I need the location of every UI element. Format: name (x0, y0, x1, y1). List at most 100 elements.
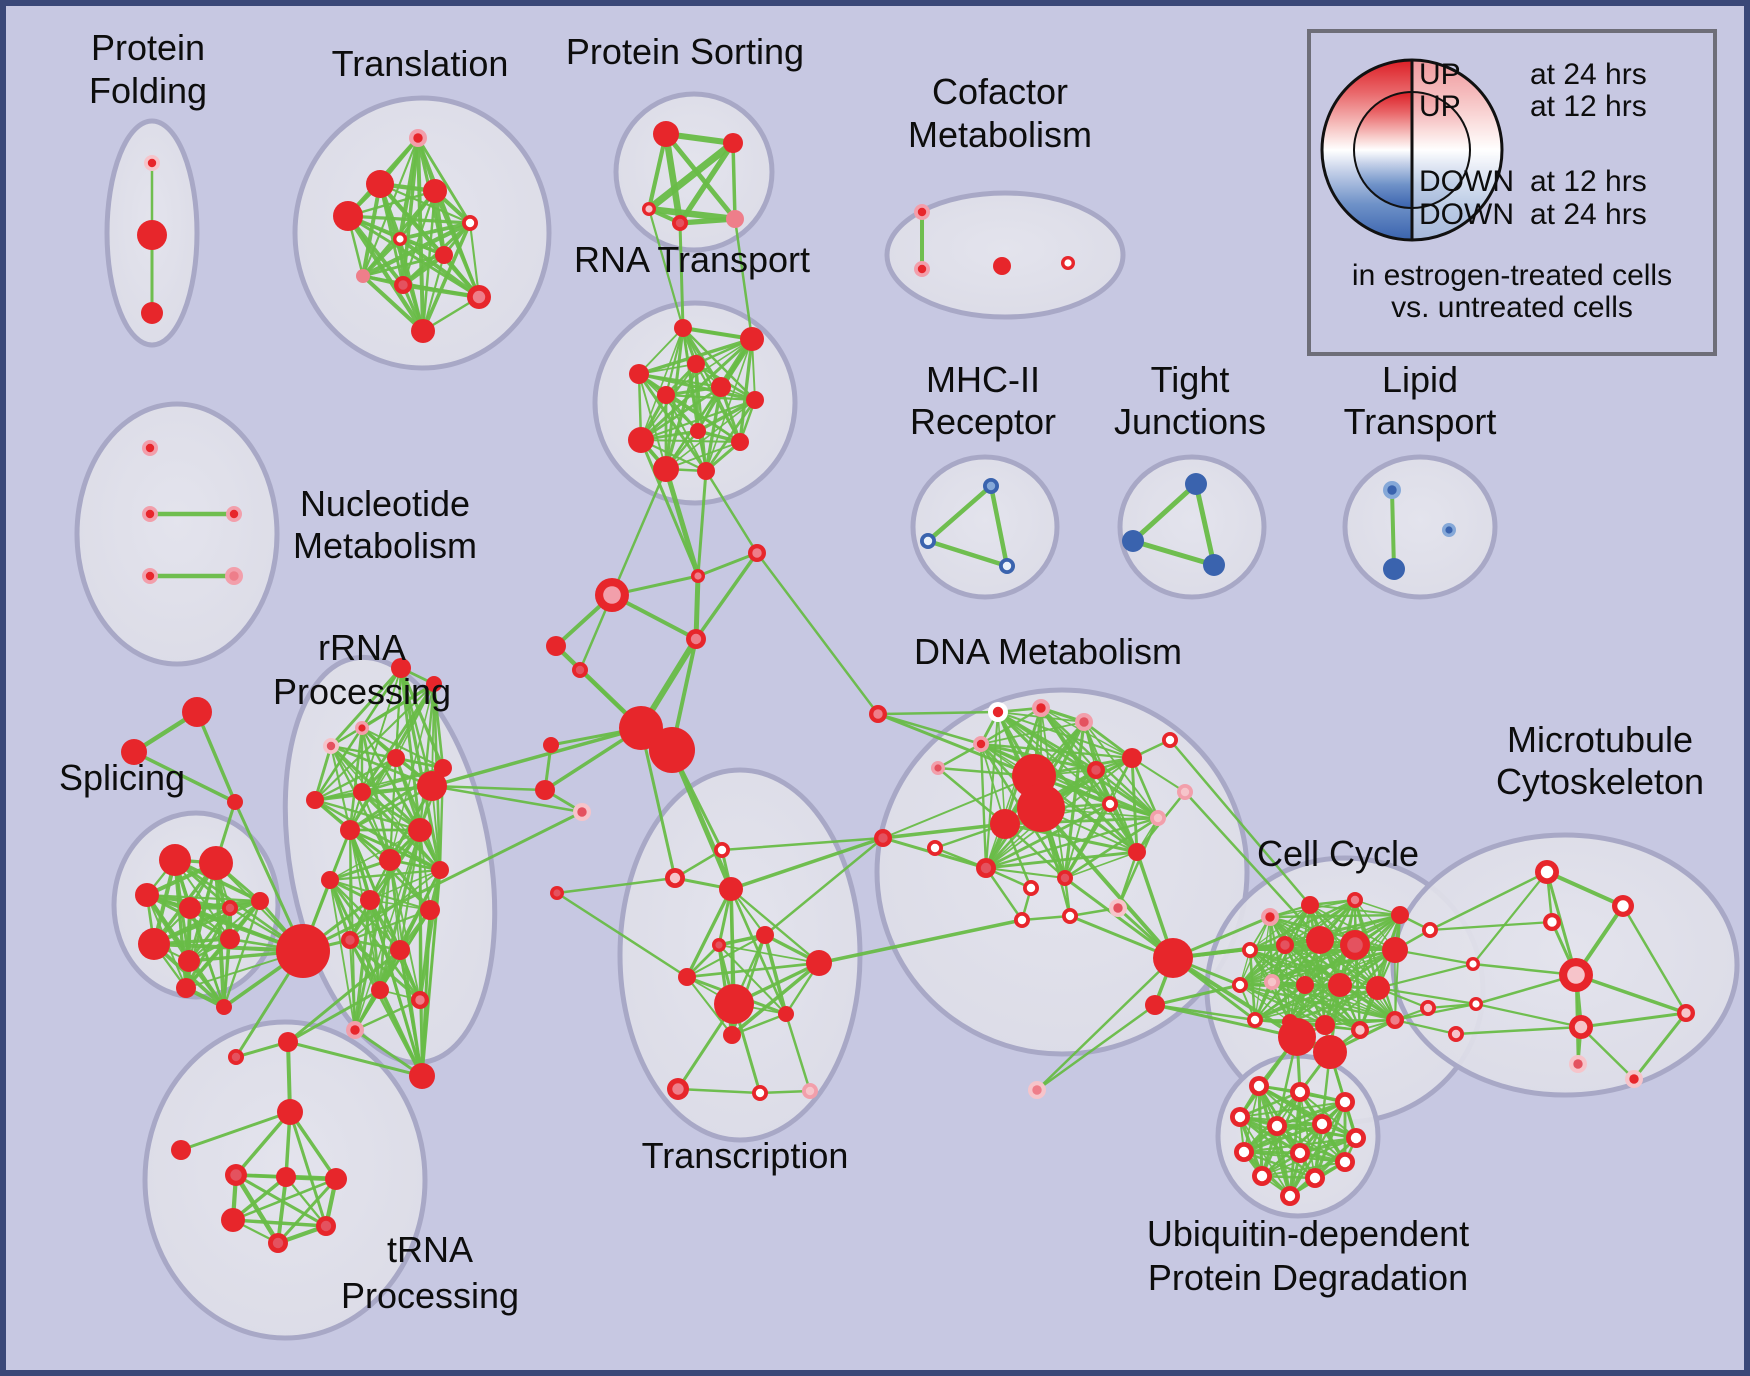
network-node-core-TC11 (672, 1083, 684, 1095)
network-node-core-CC4 (1245, 945, 1255, 955)
legend-caption-line2: vs. untreated cells (1391, 291, 1633, 324)
network-edge (1153, 1003, 1299, 1039)
network-edge (1238, 1090, 1302, 1119)
network-edge (369, 899, 431, 911)
network-edge (1035, 1003, 1157, 1092)
legend-faded-half (1412, 60, 1502, 240)
network-edge (430, 784, 547, 792)
network-edge (936, 742, 983, 770)
network-edge (1376, 962, 1475, 990)
cluster-label-lipid-transport-line1: Lipid (1382, 359, 1458, 400)
network-edge (1239, 984, 1291, 1023)
network-node-core-CM3 (1064, 259, 1072, 267)
network-edge (1393, 1002, 1478, 1022)
network-edge (669, 747, 734, 892)
network-edge (645, 205, 739, 223)
network-node-core-D13 (980, 862, 992, 874)
network-node-core-C0 (878, 833, 888, 843)
network-node-core-D12 (930, 843, 940, 853)
network-edge (1109, 803, 1159, 819)
network-edge (389, 859, 421, 1001)
network-edge (729, 836, 885, 891)
network-edge (231, 1177, 338, 1222)
network-node-R8 (306, 791, 324, 809)
network-node-D5 (1122, 748, 1142, 768)
network-edge (313, 756, 398, 802)
network-node-core-U10 (1256, 1170, 1268, 1182)
network-edge (276, 1175, 288, 1245)
network-edge (704, 398, 757, 473)
network-node-D8 (990, 809, 1020, 839)
cluster-bubble-mhc-ii-receptor (910, 454, 1060, 600)
network-edge (738, 337, 754, 444)
network-edge (984, 866, 1024, 922)
network-node-F0 (182, 697, 212, 727)
network-edge (639, 438, 700, 578)
network-edge (979, 742, 1160, 820)
network-edge (647, 207, 685, 330)
network-node-T2 (423, 179, 447, 203)
network-edge (233, 1172, 281, 1246)
network-node-CC12 (1328, 973, 1352, 997)
network-edge (677, 140, 736, 226)
network-edge (1003, 822, 1139, 854)
network-edge (179, 1110, 292, 1152)
network-node-PS1 (723, 133, 743, 153)
network-edge (328, 878, 432, 912)
network-node-core-T4 (465, 218, 475, 228)
network-edge (704, 385, 723, 473)
network-node-R1 (426, 676, 442, 692)
network-edge (784, 1012, 812, 1093)
network-node-core-D4 (934, 764, 942, 772)
network-node-core-D10 (1105, 799, 1115, 809)
network-edge (231, 1218, 328, 1228)
network-edge (1039, 806, 1175, 960)
network-node-TC2 (719, 877, 743, 901)
network-node-core-CC9 (1235, 980, 1245, 990)
network-edge (345, 213, 426, 334)
cluster-label-protein-folding-line1: Protein (91, 27, 205, 68)
network-edge (145, 893, 262, 903)
network-edge (1063, 816, 1160, 880)
network-node-PF2 (141, 302, 163, 324)
network-node-CC13 (1366, 976, 1390, 1000)
network-node-core-PS2 (645, 205, 653, 213)
network-node-core-MT8 (1451, 1029, 1461, 1039)
network-edge (329, 666, 403, 748)
network-node-CC3 (1391, 906, 1409, 924)
network-edge (1545, 870, 1578, 977)
network-node-RT9 (731, 433, 749, 451)
legend: UP at 24 hrs UP at 12 hrs DOWN at 12 hrs DOWN a… (1307, 29, 1717, 356)
network-edge (1288, 986, 1380, 1024)
network-edge (288, 1110, 338, 1181)
network-node-R4 (387, 749, 405, 767)
network-edge (361, 274, 425, 333)
cluster-bubble-tight-junctions (1117, 454, 1267, 600)
network-node-core-NM2 (229, 509, 239, 519)
network-edge (1130, 756, 1160, 820)
network-edge (329, 829, 421, 881)
network-edge (1171, 956, 1299, 1039)
network-edge (1238, 1115, 1347, 1164)
cluster-label-cofactor-metabolism-line2: Metabolism (908, 114, 1092, 155)
network-edge (1130, 538, 1217, 568)
network-node-CC11 (1296, 976, 1314, 994)
legend-caption-line1: in estrogen-treated cells (1352, 259, 1672, 292)
network-node-T1 (366, 170, 394, 198)
network-node-PS0 (653, 121, 679, 147)
network-edge (984, 850, 1139, 870)
network-edge (696, 551, 759, 578)
network-node-RT7 (628, 427, 654, 453)
network-node-TA1 (278, 1032, 298, 1052)
network-node-G0 (546, 636, 566, 656)
network-node-RT1 (740, 327, 764, 351)
network-edge (645, 139, 737, 213)
network-edge (1248, 898, 1357, 952)
network-node-TRH (277, 1099, 303, 1125)
network-edge (1428, 870, 1549, 932)
network-node-R15 (420, 900, 440, 920)
network-edge (681, 326, 757, 402)
network-node-core-D0 (992, 706, 1004, 718)
cluster-label-protein-folding-line2: Folding (89, 70, 207, 111)
network-node-core-X2 (603, 586, 621, 604)
